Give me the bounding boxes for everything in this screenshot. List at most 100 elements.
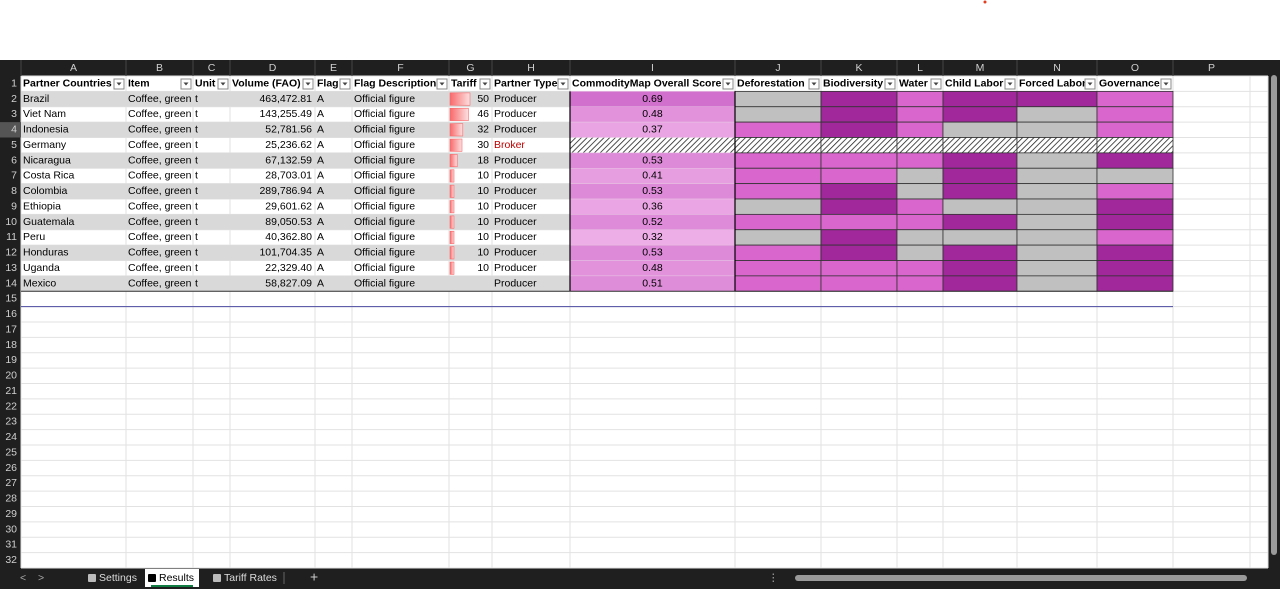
cell[interactable]: 67,132.59 — [265, 154, 312, 166]
cell[interactable]: t — [195, 200, 198, 212]
cell[interactable]: 101,704.35 — [259, 247, 312, 259]
cell[interactable]: Ethiopia — [23, 200, 61, 212]
row-number[interactable]: 19 — [5, 354, 17, 366]
cell[interactable]: Official figure — [354, 170, 415, 182]
cell[interactable]: 28,703.01 — [265, 170, 312, 182]
cell[interactable]: Coffee, green — [128, 154, 192, 166]
cell[interactable]: Official figure — [354, 277, 415, 289]
row-number[interactable]: 9 — [11, 200, 17, 212]
row-number[interactable]: 13 — [5, 262, 17, 274]
column-letter[interactable]: N — [1053, 62, 1061, 74]
cell[interactable]: Uganda — [23, 262, 60, 274]
row-number[interactable]: 17 — [5, 323, 17, 335]
sheet-tab[interactable]: Tariff Rates — [224, 572, 277, 584]
cell[interactable]: t — [195, 247, 198, 259]
cell[interactable]: A — [317, 170, 324, 182]
cell[interactable]: Official figure — [354, 124, 415, 136]
cell[interactable]: 143,255.49 — [259, 108, 312, 120]
row-number[interactable]: 28 — [5, 493, 17, 505]
cell[interactable]: A — [317, 216, 324, 228]
cell[interactable]: Producer — [494, 170, 537, 182]
cell[interactable]: 29,601.62 — [265, 200, 312, 212]
cell[interactable]: t — [195, 185, 198, 197]
filter-arrow[interactable] — [1087, 82, 1093, 86]
cell[interactable]: Coffee, green — [128, 93, 192, 105]
cell[interactable]: Producer — [494, 200, 537, 212]
cell[interactable]: 0.51 — [642, 277, 663, 289]
cell[interactable]: Coffee, green — [128, 247, 192, 259]
row-number[interactable]: 18 — [5, 339, 17, 351]
cell[interactable]: Coffee, green — [128, 200, 192, 212]
cell[interactable]: 10 — [477, 216, 489, 228]
cell[interactable]: Official figure — [354, 262, 415, 274]
cell[interactable]: t — [195, 108, 198, 120]
cell[interactable]: 18 — [477, 154, 489, 166]
row-number[interactable]: 31 — [5, 539, 17, 551]
cell[interactable]: 32 — [477, 124, 489, 136]
cell[interactable]: Broker — [494, 139, 525, 151]
row-number[interactable]: 1 — [11, 77, 17, 89]
filter-arrow[interactable] — [482, 82, 488, 86]
column-letter[interactable]: K — [855, 62, 862, 74]
column-letter[interactable]: B — [156, 62, 163, 74]
column-letter[interactable]: F — [397, 62, 403, 74]
cell[interactable]: Producer — [494, 247, 537, 259]
cell[interactable]: t — [195, 93, 198, 105]
cell[interactable]: Producer — [494, 277, 537, 289]
row-number[interactable]: 3 — [11, 108, 17, 120]
cell[interactable]: Coffee, green — [128, 139, 192, 151]
cell[interactable]: 10 — [477, 185, 489, 197]
cell[interactable]: Official figure — [354, 216, 415, 228]
cell[interactable]: 0.36 — [642, 200, 663, 212]
cell[interactable]: 0.48 — [642, 108, 663, 120]
cell[interactable]: A — [317, 185, 324, 197]
row-number[interactable]: 4 — [11, 124, 17, 136]
add-sheet[interactable]: + — [310, 569, 318, 585]
row-number[interactable]: 30 — [5, 523, 17, 535]
cell[interactable]: Official figure — [354, 108, 415, 120]
cell[interactable]: Mexico — [23, 277, 56, 289]
active-tab[interactable] — [145, 569, 199, 587]
vertical-scroll-thumb[interactable] — [1271, 75, 1277, 555]
cell[interactable]: t — [195, 154, 198, 166]
column-letter[interactable]: A — [70, 62, 77, 74]
row-number[interactable]: 16 — [5, 308, 17, 320]
row-number[interactable]: 8 — [11, 185, 17, 197]
cell[interactable]: Producer — [494, 231, 537, 243]
cell[interactable]: 58,827.09 — [265, 277, 312, 289]
cell[interactable]: t — [195, 124, 198, 136]
column-letter[interactable]: E — [330, 62, 337, 74]
cell[interactable]: 40,362.80 — [265, 231, 312, 243]
cell[interactable]: Guatemala — [23, 216, 75, 228]
cell[interactable]: Germany — [23, 139, 67, 151]
cell[interactable]: 0.53 — [642, 154, 663, 166]
row-number[interactable]: 20 — [5, 370, 17, 382]
cell[interactable]: Nicaragua — [23, 154, 71, 166]
cell[interactable]: Official figure — [354, 154, 415, 166]
filter-arrow[interactable] — [887, 82, 893, 86]
cell[interactable]: Producer — [494, 216, 537, 228]
column-letter[interactable]: L — [917, 62, 923, 74]
row-number[interactable]: 6 — [11, 154, 17, 166]
cell[interactable]: Indonesia — [23, 124, 69, 136]
sheet-tab[interactable]: Results — [159, 572, 194, 584]
cell[interactable]: A — [317, 231, 324, 243]
row-number[interactable]: 25 — [5, 446, 17, 458]
cell[interactable]: Producer — [494, 185, 537, 197]
cell[interactable]: Peru — [23, 231, 45, 243]
cell[interactable]: 50 — [477, 93, 489, 105]
cell[interactable]: 10 — [477, 231, 489, 243]
cell[interactable]: 10 — [477, 262, 489, 274]
row-number[interactable]: 5 — [11, 139, 17, 151]
cell[interactable]: Official figure — [354, 93, 415, 105]
cell[interactable]: 0.32 — [642, 231, 663, 243]
filter-arrow[interactable] — [183, 82, 189, 86]
cell[interactable]: A — [317, 277, 324, 289]
cell[interactable]: t — [195, 216, 198, 228]
filter-arrow[interactable] — [725, 82, 731, 86]
cell[interactable]: Brazil — [23, 93, 49, 105]
cell[interactable]: 22,329.40 — [265, 262, 312, 274]
cell[interactable]: Coffee, green — [128, 216, 192, 228]
column-letter[interactable]: O — [1131, 62, 1139, 74]
cell[interactable]: 0.52 — [642, 216, 663, 228]
